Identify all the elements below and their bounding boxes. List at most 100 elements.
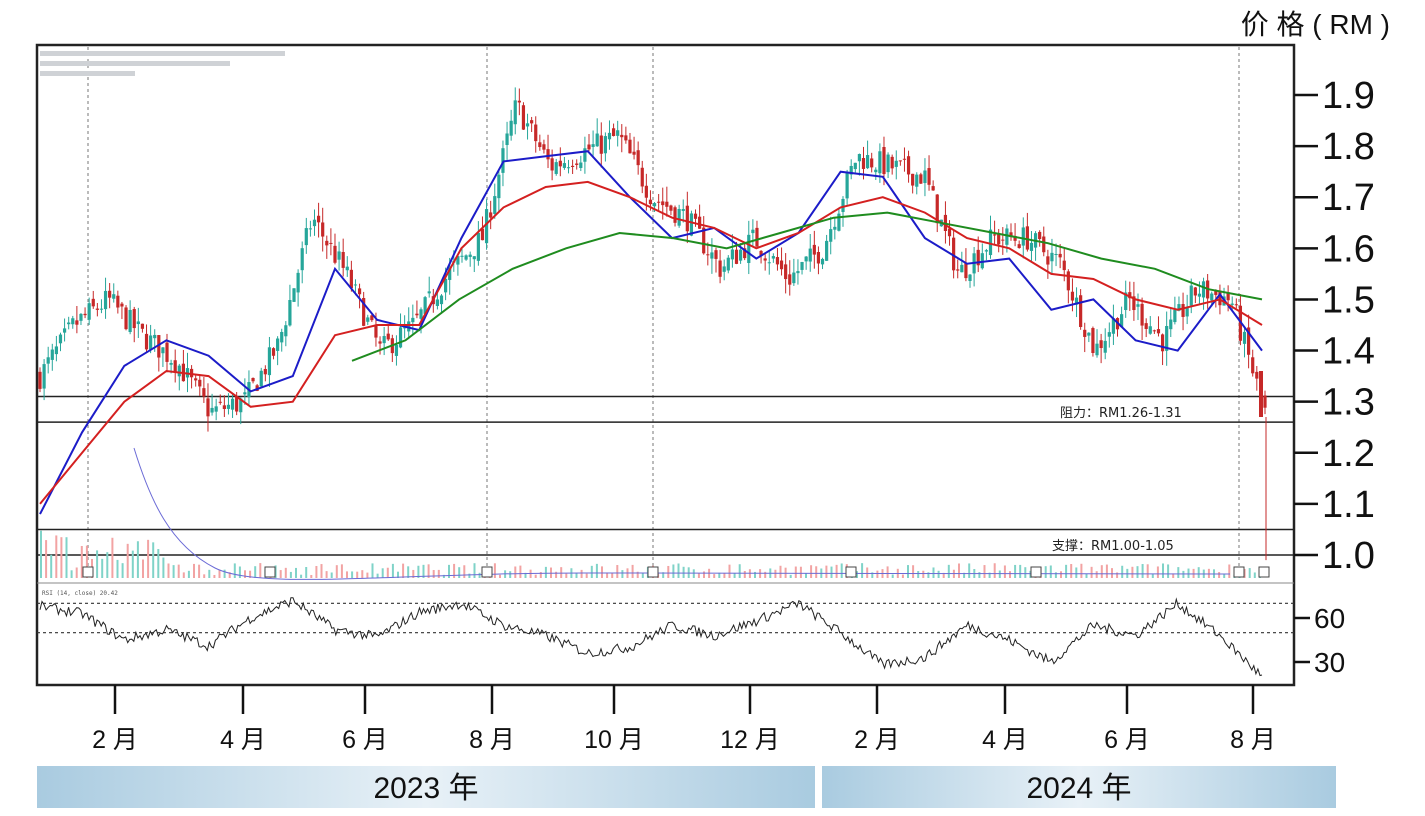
volume-bar [840, 563, 843, 578]
volume-bar [397, 571, 399, 578]
month-axis: 2 月 4 月 6 月 8 月 10 月 12 月 2 月 4 月 6 月 8 月 [92, 685, 1276, 754]
month-label: 4 月 [982, 726, 1028, 754]
volume-bar [162, 557, 165, 578]
candle-body [587, 144, 591, 150]
month-label: 10 月 [584, 726, 644, 754]
candle-body [472, 256, 476, 260]
price-tick-label: 1.6 [1322, 228, 1375, 270]
volume-bar [871, 572, 874, 578]
candle-body [763, 258, 767, 261]
candle-body [415, 313, 419, 316]
volume-bar [866, 567, 869, 578]
candle-body [198, 379, 202, 387]
price-tick-label: 1.2 [1322, 433, 1375, 475]
volume-bar [861, 563, 864, 578]
event-marker [845, 566, 857, 578]
header-row-3 [40, 71, 135, 76]
oscillator-header: RSI (14, close) 20.42 [42, 590, 118, 597]
volume-bar [310, 574, 313, 578]
volume-bar [478, 572, 481, 578]
candle-body [411, 317, 415, 323]
candle-body [779, 260, 784, 270]
candle-body [476, 232, 480, 261]
volume-bar [799, 566, 802, 578]
candle-body [1214, 290, 1218, 295]
candle-body [603, 136, 607, 154]
candle-body [1070, 291, 1075, 301]
volume-bar [519, 565, 522, 578]
candle-body [566, 167, 571, 169]
candle-body [898, 160, 902, 162]
candle-body [288, 299, 292, 326]
volume-bar [988, 572, 991, 578]
volume-bar [1141, 564, 1144, 578]
candle-body [1156, 329, 1161, 334]
volume-bar [203, 574, 206, 578]
candle-body [1148, 326, 1152, 334]
candle-body [419, 309, 423, 319]
candle-body [103, 290, 108, 310]
candle-body [345, 266, 349, 271]
candle-body [116, 295, 120, 308]
volume-bar [886, 566, 889, 578]
candle-body [890, 156, 894, 169]
candle-body [513, 100, 517, 125]
candle-body [267, 347, 272, 376]
moving-averages [39, 150, 1263, 515]
candle-body [673, 207, 677, 223]
event-marker [647, 566, 659, 578]
volume-bar [825, 565, 828, 578]
volume-bar [340, 564, 343, 578]
candle-body [620, 134, 624, 138]
volume-bar [937, 570, 940, 578]
candle-body [698, 216, 702, 229]
candle-body [1074, 297, 1079, 305]
volume-bar [601, 566, 603, 578]
candle-body [718, 260, 722, 277]
candle-body [984, 250, 989, 252]
candle-body [546, 149, 550, 160]
volume-bar [330, 572, 333, 578]
volume-bar [697, 573, 700, 578]
candle-body [1152, 330, 1156, 332]
volume-bar [754, 571, 756, 578]
volume-bar [677, 563, 680, 578]
candle-body [194, 378, 198, 381]
volume-bar [320, 564, 323, 578]
candle-body [689, 213, 694, 236]
event-marker [1258, 566, 1270, 578]
volume-bar [295, 567, 297, 578]
candle-body [530, 120, 534, 124]
volume-bar [743, 570, 746, 578]
volume-bar [55, 535, 58, 578]
candle-body [292, 288, 296, 302]
header-row-1 [40, 51, 285, 56]
candle-body [1181, 304, 1185, 317]
volume-bar [1243, 569, 1246, 578]
candle-body [316, 215, 321, 223]
ema-line [351, 211, 1263, 362]
candle-body [398, 327, 403, 348]
candle-body [595, 133, 599, 147]
support-label: 支撑：RM1.00-1.05 [1052, 539, 1174, 554]
candle-body [378, 341, 382, 344]
volume-bar [611, 572, 614, 578]
candle-body [894, 160, 898, 167]
volume-bar [703, 571, 705, 578]
candle-body [722, 266, 726, 272]
volume-bar [193, 563, 195, 578]
volume-bar [1060, 571, 1062, 578]
candle-body [349, 269, 353, 289]
volume-bar [177, 564, 180, 578]
volume-bar [682, 566, 685, 578]
candle-body [669, 205, 673, 211]
candle-body [517, 100, 521, 103]
volume-bar [315, 565, 318, 578]
candle-body [95, 308, 99, 310]
volume-bar [595, 563, 598, 578]
candle-body [1099, 340, 1103, 349]
candle-body [300, 248, 304, 271]
volume-bar [172, 565, 175, 578]
volume-bar [121, 563, 124, 578]
